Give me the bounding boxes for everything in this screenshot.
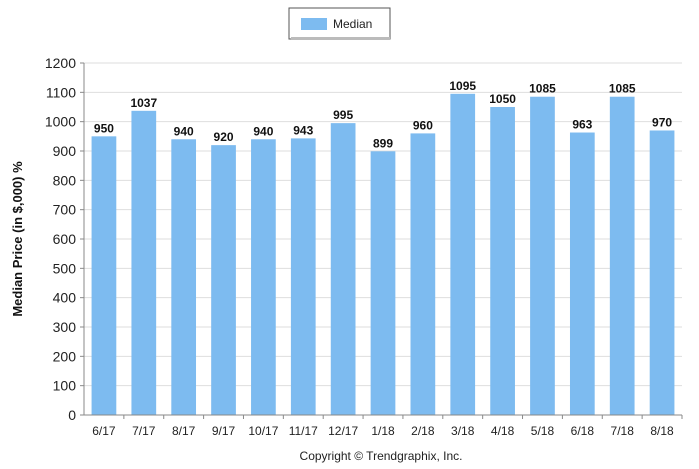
y-tick-label: 300 [53,319,77,335]
bar-10-17 [251,139,276,415]
data-label: 970 [652,115,672,129]
data-label: 960 [413,118,433,132]
x-tick-label: 11/17 [289,424,318,438]
bars [91,93,675,416]
bar-7-18 [609,96,635,415]
x-tick-label: 2/18 [411,424,435,438]
bar-1-18 [370,151,396,415]
x-tick-label: 3/18 [451,424,475,438]
y-tick-label: 500 [53,260,77,276]
bar-8-17 [171,139,197,415]
legend-shadow [291,37,390,40]
x-tick-label: 6/17 [92,424,116,438]
copyright-text: Copyright © Trendgraphix, Inc. [300,449,463,463]
bar-7-17 [131,110,157,416]
x-tick-label: 7/18 [611,424,635,438]
y-axis-title: Median Price (in $,000) % [10,161,25,317]
bar-3-18 [450,93,476,416]
data-label: 1085 [609,82,636,96]
x-axis-ticks: 6/17 7/17 8/17 9/17 10/17 11/17 12/17 1/18 2/18 3… [92,415,683,438]
x-tick-label: 9/17 [212,424,236,438]
x-tick-label: 8/17 [172,424,196,438]
y-tick-label: 800 [53,172,77,188]
data-label: 995 [333,108,353,122]
bar-2-18 [410,133,436,415]
y-tick-label: 1000 [45,114,76,130]
data-label: 1037 [130,96,157,110]
x-tick-label: 6/18 [571,424,595,438]
legend: Median [288,7,391,40]
x-tick-label: 12/17 [328,424,358,438]
y-tick-label: 100 [53,378,77,394]
x-tick-label: 10/17 [248,424,278,438]
bar-12-17 [330,123,356,415]
data-label: 940 [253,124,273,138]
y-tick-label: 400 [53,290,77,306]
bar-4-18 [490,107,515,415]
data-label: 940 [174,124,194,138]
data-label: 1095 [449,79,476,93]
x-tick-label: 5/18 [531,424,555,438]
y-tick-label: 900 [53,143,77,159]
y-axis-ticks: 0 100 200 300 400 500 600 700 800 900 1000 1100 1200 [45,55,84,423]
x-tick-label: 8/18 [650,424,674,438]
data-label: 943 [293,123,313,137]
data-label: 920 [214,130,234,144]
data-label: 950 [94,121,114,135]
data-label: 899 [373,136,393,150]
x-tick-label: 1/18 [371,424,395,438]
y-tick-label: 1100 [46,84,76,100]
bar-6-18 [569,132,595,415]
y-tick-label: 600 [53,231,77,247]
bar-9-17 [211,145,236,415]
data-label: 1085 [529,82,556,96]
legend-swatch [301,18,327,30]
x-tick-label: 7/17 [132,424,156,438]
data-label: 1050 [489,92,516,106]
bar-6-17 [91,136,117,416]
data-label: 963 [572,118,592,132]
y-tick-label: 700 [53,202,77,218]
y-tick-label: 1200 [45,55,76,71]
data-labels: 950 1037 940 920 940 943 995 899 960 1095 1050 1085… [94,79,672,150]
bar-8-18 [649,130,675,415]
bar-5-18 [530,96,555,415]
legend-label: Median [333,17,372,31]
y-tick-label: 200 [53,348,77,364]
bar-11-17 [290,138,316,416]
y-tick-label: 0 [68,407,76,423]
x-tick-label: 4/18 [491,424,515,438]
